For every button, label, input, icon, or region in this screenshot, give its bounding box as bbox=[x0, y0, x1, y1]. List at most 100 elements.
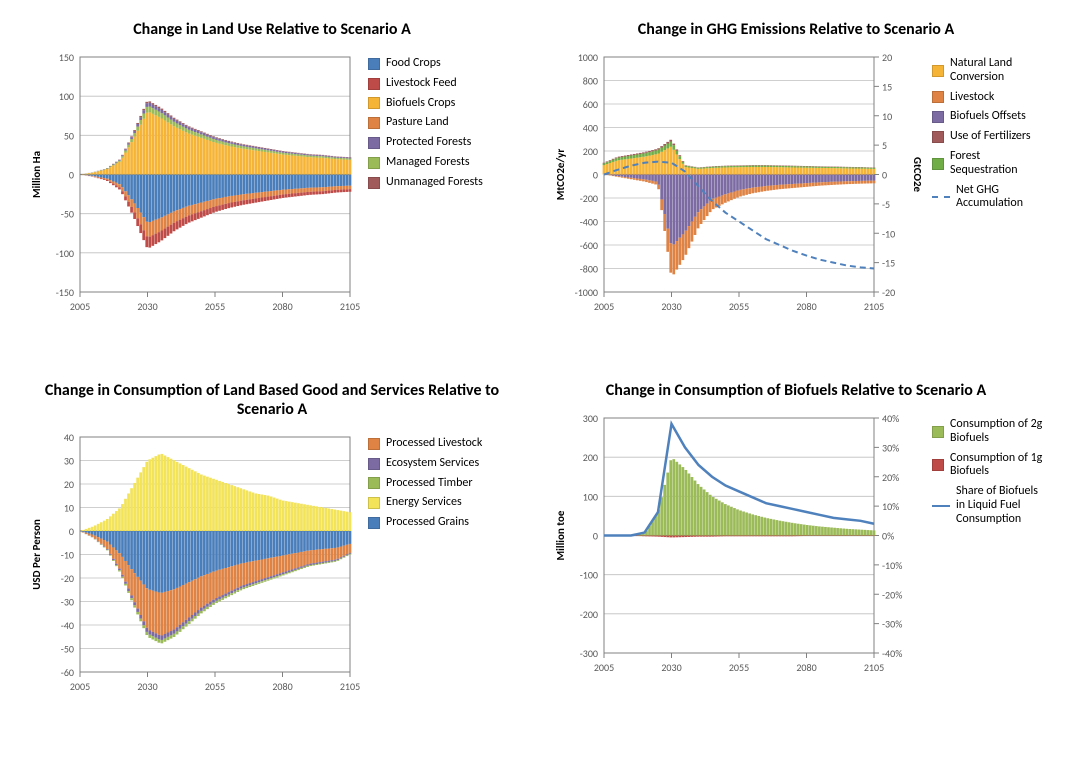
svg-text:20: 20 bbox=[64, 478, 74, 491]
svg-text:200: 200 bbox=[583, 145, 598, 158]
legend-swatch bbox=[368, 137, 380, 149]
svg-text:-40%: -40% bbox=[882, 647, 902, 660]
svg-text:30: 30 bbox=[64, 455, 74, 468]
svg-text:GtCO2e: GtCO2e bbox=[911, 157, 924, 193]
legend-label: Ecosystem Services bbox=[386, 457, 479, 471]
legend-item: Processed Grains bbox=[368, 516, 482, 530]
legend-swatch bbox=[368, 477, 380, 489]
svg-text:2105: 2105 bbox=[864, 661, 884, 674]
legend-item: Unmanaged Forests bbox=[368, 176, 483, 190]
legend-item: Consumption of 2g Biofuels bbox=[932, 418, 1048, 446]
chart-svg: -150-100-5005010015020052030205520802105… bbox=[20, 47, 360, 327]
svg-text:200: 200 bbox=[583, 451, 598, 464]
legend-item: Consumption of 1g Biofuels bbox=[932, 452, 1048, 480]
svg-text:150: 150 bbox=[59, 51, 74, 64]
legend-item: Energy Services bbox=[368, 496, 482, 510]
svg-text:0: 0 bbox=[593, 169, 598, 182]
legend: Consumption of 2g Biofuels Consumption of… bbox=[932, 408, 1048, 527]
legend-swatch bbox=[932, 158, 944, 170]
svg-text:-30%: -30% bbox=[882, 618, 902, 631]
svg-text:-20%: -20% bbox=[882, 588, 902, 601]
chart-svg: -60-50-40-30-20-100102030402005203020552… bbox=[20, 427, 360, 707]
svg-text:0: 0 bbox=[69, 169, 74, 182]
svg-text:2080: 2080 bbox=[272, 680, 292, 693]
legend-label: Food Crops bbox=[386, 57, 441, 71]
svg-text:2105: 2105 bbox=[864, 300, 884, 313]
svg-text:-800: -800 bbox=[580, 263, 598, 276]
legend-item: Processed Livestock bbox=[368, 437, 482, 451]
legend-label: Livestock bbox=[950, 91, 994, 105]
legend-label: Consumption of 1g Biofuels bbox=[950, 452, 1048, 480]
svg-text:-50: -50 bbox=[61, 643, 74, 656]
legend-swatch bbox=[368, 517, 380, 529]
legend-item: Forest Sequestration bbox=[932, 150, 1048, 178]
legend-label: Livestock Feed bbox=[386, 77, 457, 91]
svg-text:2080: 2080 bbox=[272, 300, 292, 313]
panel-ghg: Change in GHG Emissions Relative to Scen… bbox=[544, 20, 1048, 351]
svg-text:-20: -20 bbox=[61, 572, 74, 585]
svg-text:2030: 2030 bbox=[661, 661, 681, 674]
chart-title: Change in Land Use Relative to Scenario … bbox=[20, 20, 524, 39]
svg-text:2105: 2105 bbox=[340, 680, 360, 693]
svg-text:-60: -60 bbox=[61, 666, 74, 679]
legend-item: Ecosystem Services bbox=[368, 457, 482, 471]
legend-item: Pasture Land bbox=[368, 116, 483, 130]
svg-text:Million toe: Million toe bbox=[554, 510, 567, 560]
legend-swatch bbox=[932, 426, 944, 438]
legend-swatch bbox=[368, 438, 380, 450]
legend-item: Use of Fertilizers bbox=[932, 130, 1048, 144]
svg-text:2005: 2005 bbox=[70, 300, 90, 313]
svg-text:100: 100 bbox=[583, 490, 598, 503]
legend-label: Processed Timber bbox=[386, 477, 473, 491]
svg-text:-10%: -10% bbox=[882, 559, 902, 572]
legend-label: Biofuels Crops bbox=[386, 97, 455, 111]
svg-text:-5: -5 bbox=[882, 198, 890, 211]
svg-text:100: 100 bbox=[59, 90, 74, 103]
legend-item: Food Crops bbox=[368, 57, 483, 71]
svg-text:15: 15 bbox=[882, 80, 892, 93]
svg-text:2005: 2005 bbox=[594, 661, 614, 674]
svg-text:400: 400 bbox=[583, 122, 598, 135]
chart-svg: -300-200-1000100200300200520302055208021… bbox=[544, 408, 924, 688]
legend: Processed Livestock Ecosystem Services Pro… bbox=[368, 427, 482, 530]
legend-label: Natural Land Conversion bbox=[950, 57, 1048, 85]
svg-text:2080: 2080 bbox=[796, 661, 816, 674]
svg-text:-100: -100 bbox=[56, 247, 74, 260]
svg-text:-600: -600 bbox=[580, 239, 598, 252]
legend-swatch bbox=[932, 91, 944, 103]
svg-text:10: 10 bbox=[882, 110, 892, 123]
legend-label: Protected Forests bbox=[386, 136, 471, 150]
legend-item: Processed Timber bbox=[368, 477, 482, 491]
svg-text:-20: -20 bbox=[882, 286, 895, 299]
legend-label: Biofuels Offsets bbox=[950, 110, 1026, 124]
svg-text:0: 0 bbox=[69, 525, 74, 538]
svg-text:-100: -100 bbox=[580, 569, 598, 582]
svg-text:2055: 2055 bbox=[205, 300, 225, 313]
legend-item: Livestock bbox=[932, 91, 1048, 105]
chart-title: Change in GHG Emissions Relative to Scen… bbox=[544, 20, 1048, 39]
legend-swatch bbox=[932, 459, 944, 471]
legend-label: Use of Fertilizers bbox=[950, 130, 1031, 144]
legend-swatch bbox=[368, 97, 380, 109]
legend-swatch bbox=[368, 117, 380, 129]
legend-label: Processed Grains bbox=[386, 516, 469, 530]
svg-text:40: 40 bbox=[64, 431, 74, 444]
legend-swatch bbox=[368, 58, 380, 70]
legend-item: Natural Land Conversion bbox=[932, 57, 1048, 85]
legend-label: Share of Biofuels in Liquid Fuel Consump… bbox=[956, 485, 1048, 526]
svg-text:MtCO2e/yr: MtCO2e/yr bbox=[554, 149, 567, 201]
svg-text:300: 300 bbox=[583, 412, 598, 425]
legend-label: Net GHG Accumulation bbox=[956, 184, 1048, 212]
chart-title: Change in Consumption of Land Based Good… bbox=[20, 381, 524, 419]
legend-item: Biofuels Crops bbox=[368, 97, 483, 111]
legend-swatch bbox=[932, 196, 950, 198]
legend-item: Managed Forests bbox=[368, 156, 483, 170]
svg-text:0%: 0% bbox=[882, 530, 894, 543]
svg-text:-1000: -1000 bbox=[575, 286, 598, 299]
svg-text:-30: -30 bbox=[61, 596, 74, 609]
svg-text:2005: 2005 bbox=[70, 680, 90, 693]
legend-item: Protected Forests bbox=[368, 136, 483, 150]
svg-text:-15: -15 bbox=[882, 257, 895, 270]
legend-swatch bbox=[368, 458, 380, 470]
svg-text:-200: -200 bbox=[580, 608, 598, 621]
